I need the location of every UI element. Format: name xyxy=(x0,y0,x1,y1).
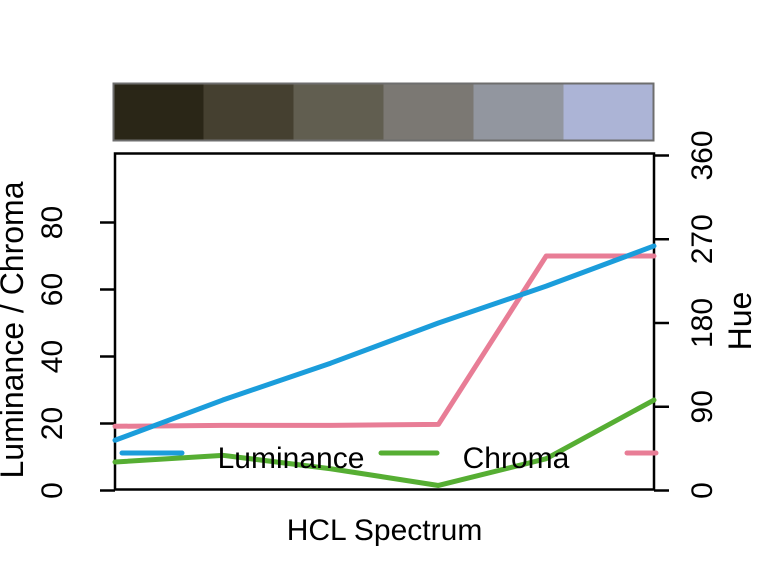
axis-tick-label: 40 xyxy=(36,340,69,373)
palette-swatch xyxy=(563,83,654,141)
luminance-line xyxy=(112,243,657,443)
axis-tick-label: 90 xyxy=(686,390,719,423)
series-lines xyxy=(112,243,657,488)
palette-swatch xyxy=(113,83,204,141)
plot-frame xyxy=(113,152,656,491)
axis-tick-label: 60 xyxy=(36,273,69,306)
axis-tick-label: 80 xyxy=(36,206,69,239)
palette-swatch xyxy=(293,83,384,141)
axis-tick-label: 0 xyxy=(686,482,719,499)
axis-tick-label: 20 xyxy=(36,407,69,440)
palette-bar-border xyxy=(112,82,655,142)
legend-label: Chroma xyxy=(463,442,570,475)
axis-tick-label: 0 xyxy=(36,482,69,499)
hue-line xyxy=(112,253,657,429)
y-right-axis-title: Hue xyxy=(722,292,758,351)
right-axis: 0 90 180 270 360 xyxy=(654,130,719,499)
plot-box xyxy=(113,152,656,491)
palette-swatch xyxy=(383,83,474,141)
palette-swatch xyxy=(473,83,564,141)
palette-swatch xyxy=(203,83,294,141)
palette-bar xyxy=(112,82,655,142)
left-axis: 0 20 40 60 80 xyxy=(36,206,115,499)
legend-label: Luminance xyxy=(218,442,365,475)
axis-tick-label: 360 xyxy=(686,130,719,180)
axis-tick-label: 180 xyxy=(686,298,719,348)
x-axis-title: HCL Spectrum xyxy=(287,514,483,547)
legend: Luminance Chroma xyxy=(119,442,659,475)
axis-tick-label: 270 xyxy=(686,214,719,264)
axis-titles: Luminance / Chroma Hue HCL Spectrum xyxy=(0,181,758,547)
y-left-axis-title: Luminance / Chroma xyxy=(0,181,30,478)
chroma-line xyxy=(112,397,657,488)
